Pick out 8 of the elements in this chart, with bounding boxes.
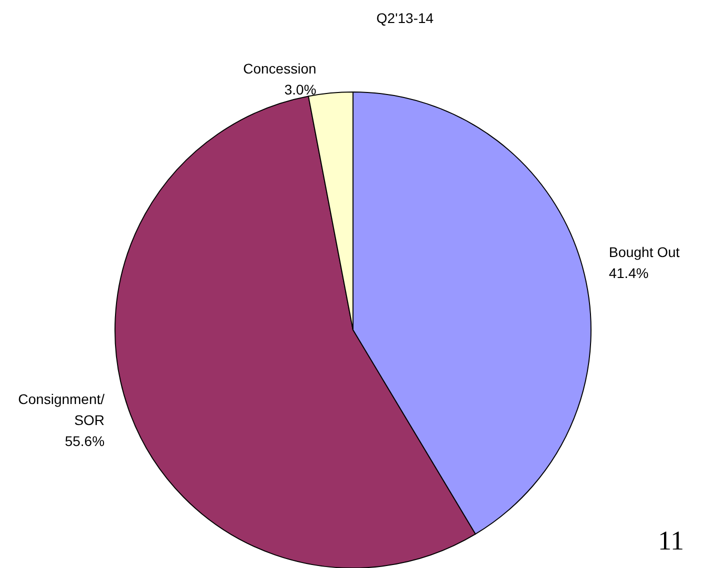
slice-label: Concession (243, 60, 316, 77)
chart-title: Q2'13-14 (376, 10, 434, 26)
data-label: 55.6% (64, 432, 105, 449)
text: 11 (658, 526, 684, 556)
slice-label: Bought Out (608, 244, 680, 260)
data-label: 41.4% (608, 265, 649, 282)
data-label: 3.0% (284, 82, 316, 98)
slice-label: Consignment/SOR (18, 390, 105, 428)
